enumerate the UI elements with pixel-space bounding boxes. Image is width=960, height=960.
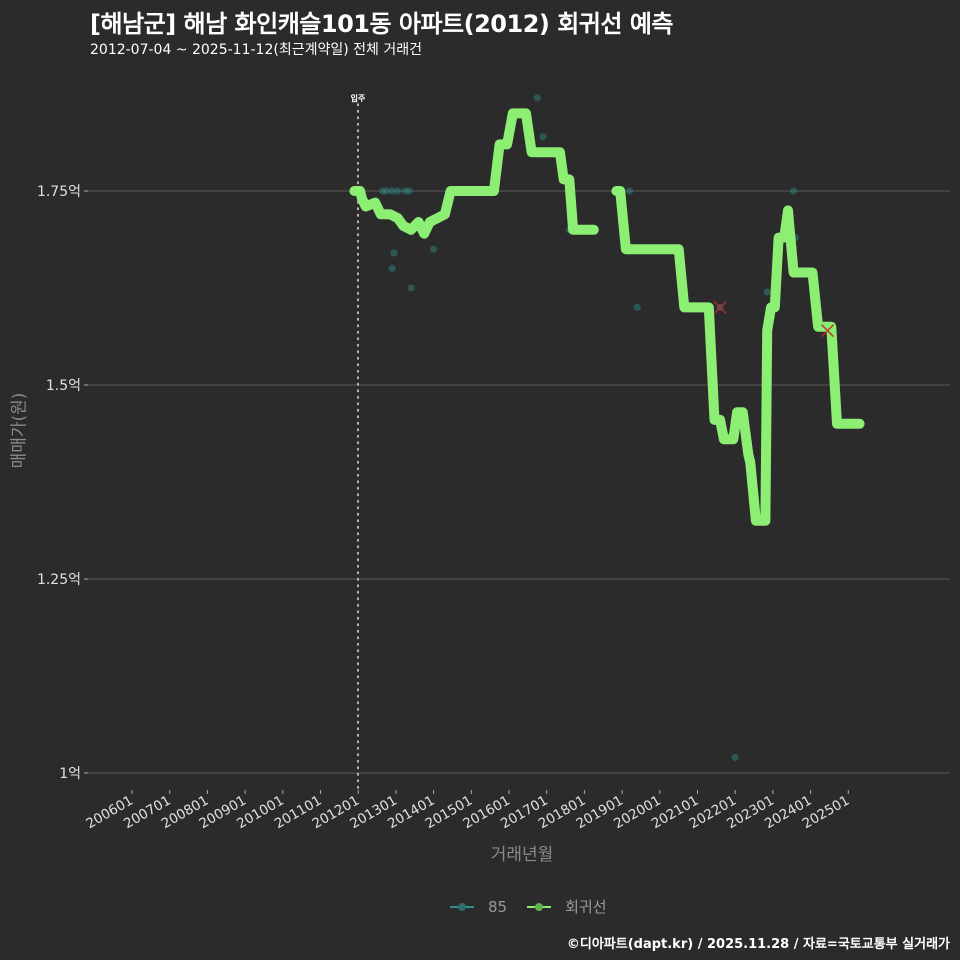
data-point	[539, 133, 547, 141]
y-axis-ticks: 1억 1.25억 1.5억 1.75억	[37, 184, 88, 782]
x-axis-ticks: 2006012007012008012009012010012011012012…	[83, 790, 852, 832]
chart-title: [해남군] 해남 화인캐슬101동 아파트(2012) 회귀선 예측	[90, 10, 674, 38]
data-point	[626, 187, 634, 195]
move-in-marker-line: 입주	[351, 93, 366, 793]
data-point	[390, 249, 398, 257]
data-point	[388, 187, 396, 195]
source-credit: ©디아파트(dapt.kr) / 2025.11.28 / 자료=국토교통부 실…	[566, 937, 950, 952]
x-axis-title: 거래년월	[490, 845, 554, 865]
y-tick-label: 1억	[59, 766, 81, 782]
chart-subtitle: 2012-07-04 ~ 2025-11-12(최근계약일) 전체 거래건	[90, 42, 422, 58]
y-tick-label: 1.25억	[37, 572, 81, 588]
data-point	[401, 187, 409, 195]
legend: 85 회귀선	[450, 896, 617, 917]
data-point	[407, 284, 415, 292]
legend-label-85: 85	[488, 897, 508, 916]
outlier-x-icon	[820, 324, 835, 338]
data-point	[633, 303, 641, 311]
legend-key-regression-icon	[527, 900, 552, 914]
move-in-label: 입주	[351, 93, 366, 103]
data-point	[388, 265, 396, 273]
data-point	[405, 187, 413, 195]
legend-item-85[interactable]: 85	[450, 898, 507, 916]
regression-line-segment	[349, 108, 599, 239]
regression-line-segment	[611, 186, 865, 526]
outlier-x-icon	[713, 300, 727, 314]
legend-key-85-icon	[450, 900, 474, 914]
y-tick-label: 1.5억	[46, 378, 81, 394]
gridlines	[88, 190, 950, 774]
y-axis-title: 매매가(원)	[9, 392, 30, 469]
data-point	[533, 94, 541, 102]
data-point	[379, 187, 387, 195]
legend-label-regression: 회귀선	[565, 898, 607, 916]
data-point	[430, 245, 438, 253]
y-tick-label: 1.75억	[37, 184, 81, 200]
data-point	[790, 187, 798, 195]
outlier-markers	[713, 300, 835, 338]
regression-line	[349, 108, 865, 526]
data-point	[394, 187, 402, 195]
data-point	[382, 187, 391, 195]
legend-item-regression[interactable]: 회귀선	[527, 896, 607, 917]
data-point	[763, 288, 771, 296]
data-point	[731, 753, 739, 762]
